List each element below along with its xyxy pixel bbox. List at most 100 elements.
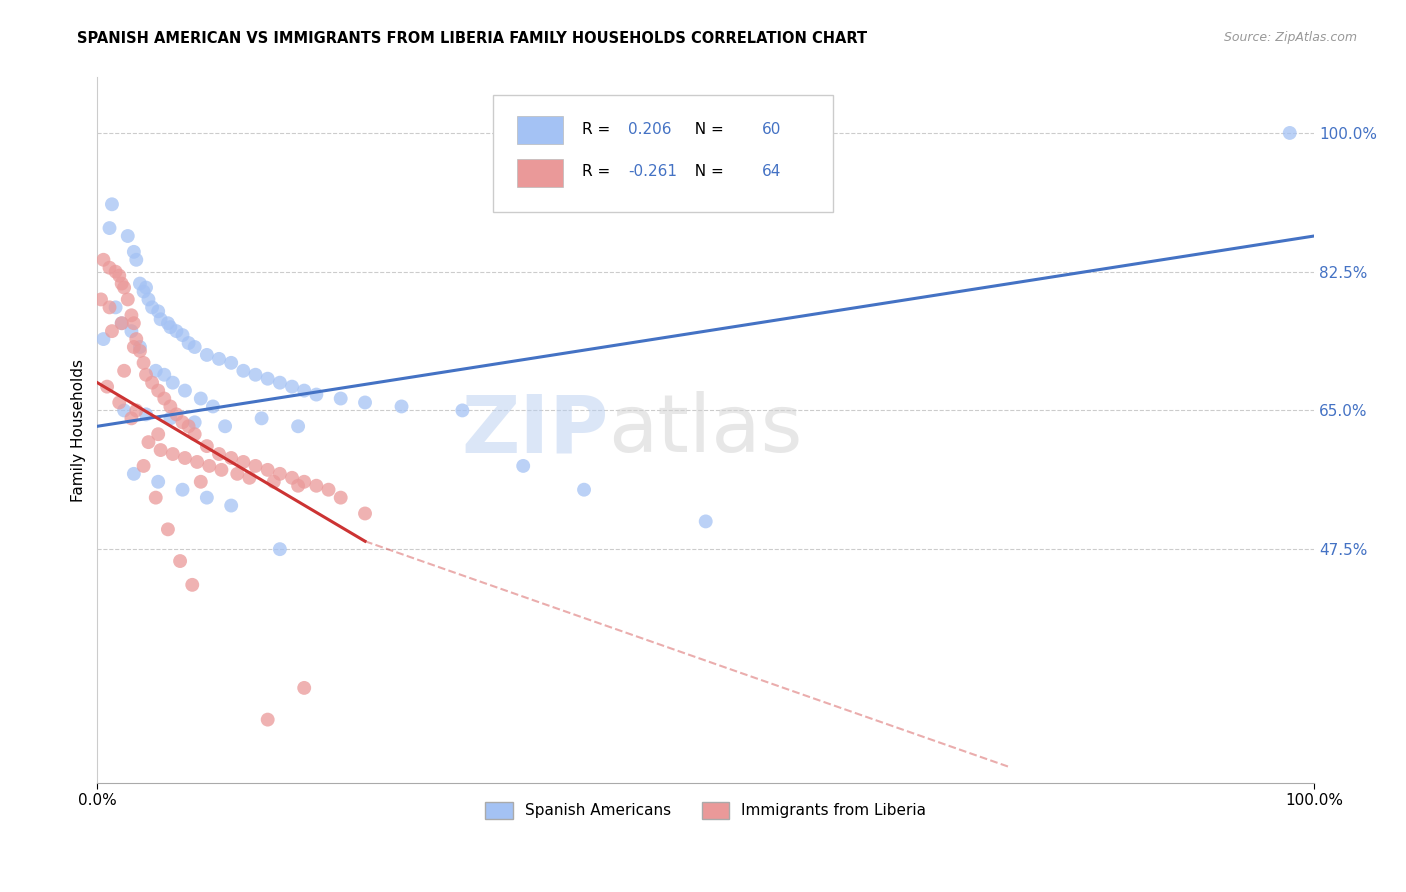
Legend: Spanish Americans, Immigrants from Liberia: Spanish Americans, Immigrants from Liber… xyxy=(479,796,932,825)
Point xyxy=(354,507,377,521)
Point xyxy=(256,463,278,477)
Point xyxy=(138,293,160,307)
Point xyxy=(122,467,145,481)
Point xyxy=(281,471,304,485)
Point xyxy=(135,280,157,294)
Point xyxy=(120,411,142,425)
Point xyxy=(117,229,139,244)
Text: ZIP: ZIP xyxy=(461,392,609,469)
Bar xyxy=(517,159,564,186)
Point xyxy=(318,483,340,497)
Point xyxy=(111,277,134,291)
Point xyxy=(156,522,179,536)
Point xyxy=(269,376,291,390)
Point xyxy=(198,458,221,473)
Point xyxy=(101,324,124,338)
Text: R =: R = xyxy=(582,164,614,179)
Point xyxy=(162,447,184,461)
Point xyxy=(148,384,170,398)
Point xyxy=(232,364,254,378)
Point xyxy=(572,483,595,497)
Point xyxy=(117,293,139,307)
Point xyxy=(125,332,148,346)
Point xyxy=(451,403,474,417)
Point xyxy=(141,301,163,315)
Point xyxy=(93,332,115,346)
Point xyxy=(281,379,304,393)
Point xyxy=(195,439,218,453)
Point xyxy=(172,483,194,497)
Point xyxy=(153,368,176,382)
Point xyxy=(122,316,145,330)
Point xyxy=(132,285,155,299)
Point xyxy=(159,320,181,334)
Point xyxy=(172,328,194,343)
Point xyxy=(329,491,352,505)
Point xyxy=(329,392,352,406)
Text: 60: 60 xyxy=(762,122,782,137)
Point xyxy=(250,411,273,425)
Point xyxy=(135,408,157,422)
Text: SPANISH AMERICAN VS IMMIGRANTS FROM LIBERIA FAMILY HOUSEHOLDS CORRELATION CHART: SPANISH AMERICAN VS IMMIGRANTS FROM LIBE… xyxy=(77,31,868,46)
Point xyxy=(245,368,267,382)
Point xyxy=(214,419,236,434)
Point xyxy=(112,280,135,294)
Point xyxy=(129,343,152,358)
Point xyxy=(208,447,231,461)
Point xyxy=(183,427,205,442)
Point xyxy=(111,316,134,330)
Point xyxy=(219,450,242,465)
FancyBboxPatch shape xyxy=(492,95,834,211)
Point xyxy=(354,395,377,409)
Point xyxy=(93,252,115,267)
Point xyxy=(183,340,205,354)
Point xyxy=(159,411,181,425)
Point xyxy=(101,197,124,211)
Point xyxy=(132,356,155,370)
Point xyxy=(292,384,315,398)
Point xyxy=(125,403,148,417)
Point xyxy=(174,384,197,398)
Point xyxy=(177,336,200,351)
Text: 0.206: 0.206 xyxy=(628,122,671,137)
Point xyxy=(208,351,231,366)
Point xyxy=(129,277,152,291)
Point xyxy=(232,455,254,469)
Point xyxy=(112,364,135,378)
Point xyxy=(165,408,187,422)
Point xyxy=(256,713,278,727)
Point xyxy=(292,475,315,489)
Point xyxy=(512,458,534,473)
Point xyxy=(165,324,187,338)
Point xyxy=(98,221,121,235)
Point xyxy=(391,400,413,414)
Text: -0.261: -0.261 xyxy=(628,164,676,179)
Point xyxy=(1278,126,1301,140)
Point xyxy=(96,379,118,393)
Point xyxy=(148,475,170,489)
Point xyxy=(174,450,197,465)
Point xyxy=(108,268,131,283)
Point xyxy=(141,376,163,390)
Point xyxy=(226,467,249,481)
Y-axis label: Family Households: Family Households xyxy=(72,359,86,501)
Bar xyxy=(517,116,564,145)
Point xyxy=(181,578,204,592)
Point xyxy=(145,491,167,505)
Point xyxy=(98,260,121,275)
Point xyxy=(120,324,142,338)
Point xyxy=(177,419,200,434)
Point xyxy=(238,471,260,485)
Point xyxy=(695,515,717,529)
Point xyxy=(287,479,309,493)
Point xyxy=(104,301,127,315)
Point xyxy=(245,458,267,473)
Point xyxy=(195,348,218,362)
Point xyxy=(138,435,160,450)
Point xyxy=(122,244,145,259)
Text: N =: N = xyxy=(685,164,728,179)
Point xyxy=(132,458,155,473)
Point xyxy=(104,265,127,279)
Point xyxy=(186,455,208,469)
Text: atlas: atlas xyxy=(609,392,803,469)
